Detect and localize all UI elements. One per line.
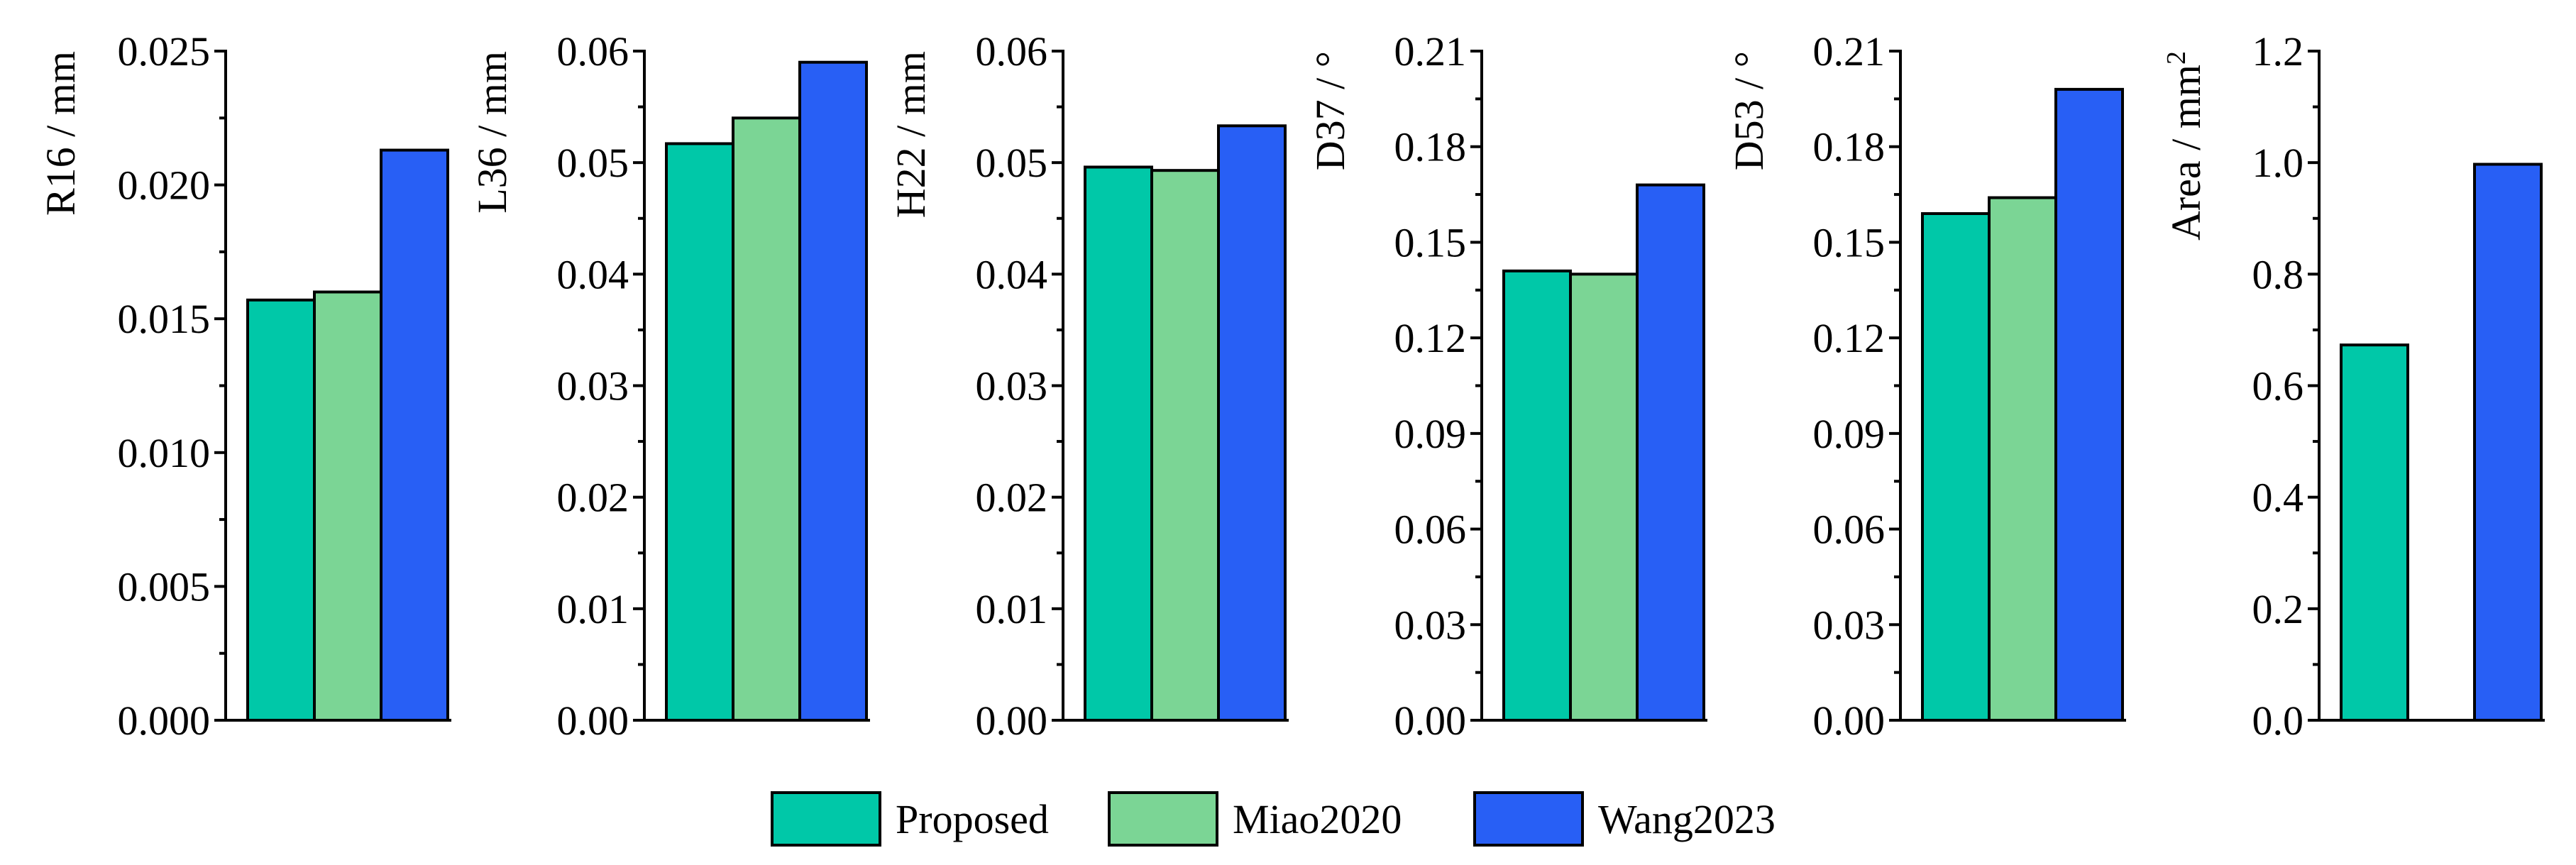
tick-label: 0.06 xyxy=(557,28,629,75)
bar-miao2020 xyxy=(1150,169,1220,722)
y-axis-title: Area / mm2 xyxy=(2162,51,2209,241)
panel-1: 0.000 0.005 0.010 0.015 0.020 0.025 R16 / mm xyxy=(38,28,451,744)
legend-label-proposed: Proposed xyxy=(896,796,1049,842)
tick-label: 0.020 xyxy=(118,162,211,209)
panel-6: 0.0 0.2 0.4 0.6 0.8 1.0 1.2 Area / mm2 xyxy=(2162,28,2545,744)
tick-label: 0.18 xyxy=(1394,124,1467,170)
tick-label: 0.2 xyxy=(2252,586,2304,632)
tick-label: 1.0 xyxy=(2252,140,2304,186)
legend-swatch-proposed xyxy=(771,791,881,847)
bar-proposed xyxy=(2340,343,2409,722)
tick-label: 0.00 xyxy=(557,698,629,744)
tick-label: 0.21 xyxy=(1394,28,1467,75)
y-axis-title-superscript: 2 xyxy=(2162,51,2191,65)
tick-label: 0.00 xyxy=(1394,698,1467,744)
bar-wang2023 xyxy=(798,60,868,722)
tick-label: 0.09 xyxy=(1813,411,1886,457)
bar-wang2023 xyxy=(2054,87,2124,722)
bar-proposed xyxy=(1502,269,1572,722)
legend: Proposed Miao2020 Wang2023 xyxy=(771,791,1776,847)
tick-label: 0.12 xyxy=(1394,315,1467,361)
tick-label: 0.02 xyxy=(976,475,1048,521)
y-axis-title: L36 / mm xyxy=(469,51,515,214)
tick-label: 0.00 xyxy=(976,698,1048,744)
tick-label: 0.09 xyxy=(1394,411,1467,457)
bar-proposed xyxy=(246,298,316,722)
tick-label: 0.06 xyxy=(1813,507,1886,553)
tick-label: 1.2 xyxy=(2252,28,2304,75)
bar-wang2023 xyxy=(1217,124,1287,722)
panel-2: 0.00 0.01 0.02 0.03 0.04 0.05 0.06 L36 / mm xyxy=(469,28,870,744)
bar-wang2023 xyxy=(380,148,449,722)
tick-label: 0.8 xyxy=(2252,251,2304,297)
panel-5: 0.00 0.03 0.06 0.09 0.12 0.15 0.18 0.21 D53 / ° xyxy=(1726,28,2126,744)
tick-label: 0.02 xyxy=(557,475,629,521)
tick-label: 0.010 xyxy=(118,430,211,476)
legend-swatch-wang2023 xyxy=(1473,791,1584,847)
tick-label: 0.015 xyxy=(118,296,211,342)
tick-label: 0.4 xyxy=(2252,475,2304,521)
bar-wang2023 xyxy=(2473,162,2543,722)
legend-label-miao2020: Miao2020 xyxy=(1233,796,1402,842)
y-axis-title: H22 / mm xyxy=(888,51,934,218)
bar-wang2023 xyxy=(1636,183,1705,722)
tick-label: 0.05 xyxy=(557,140,629,186)
tick-label: 0.03 xyxy=(557,363,629,409)
tick-label: 0.12 xyxy=(1813,315,1886,361)
tick-label: 0.21 xyxy=(1813,28,1886,75)
panel-4: 0.00 0.03 0.06 0.09 0.12 0.15 0.18 0.21 D37 / ° xyxy=(1307,28,1707,744)
bar-proposed xyxy=(1921,212,1991,722)
tick-label: 0.03 xyxy=(976,363,1048,409)
tick-label: 0.06 xyxy=(1394,507,1467,553)
tick-label: 0.0 xyxy=(2252,698,2304,744)
tick-label: 0.01 xyxy=(557,586,629,632)
tick-label: 0.04 xyxy=(557,251,629,297)
bar-proposed xyxy=(1084,165,1153,722)
tick-label: 0.000 xyxy=(118,698,211,744)
tick-label: 0.025 xyxy=(118,28,211,75)
bar-proposed xyxy=(665,142,734,722)
y-axis-title: D37 / ° xyxy=(1307,51,1353,170)
y-axis-title: D53 / ° xyxy=(1726,51,1772,170)
tick-label: 0.01 xyxy=(976,586,1048,632)
tick-label: 0.15 xyxy=(1394,219,1467,265)
bar-miao2020 xyxy=(1988,196,2057,722)
bar-miao2020 xyxy=(1569,272,1639,722)
tick-label: 0.04 xyxy=(976,251,1048,297)
y-axis-title: R16 / mm xyxy=(38,51,84,216)
panel-3: 0.00 0.01 0.02 0.03 0.04 0.05 0.06 H22 / mm xyxy=(888,28,1289,744)
tick-label: 0.18 xyxy=(1813,124,1886,170)
tick-label: 0.03 xyxy=(1394,602,1467,648)
tick-label: 0.005 xyxy=(118,563,211,610)
legend-label-wang2023: Wang2023 xyxy=(1598,796,1776,842)
bar-miao2020 xyxy=(732,116,801,722)
bar-miao2020 xyxy=(313,290,382,722)
tick-label: 0.03 xyxy=(1813,602,1886,648)
tick-label: 0.15 xyxy=(1813,219,1886,265)
tick-label: 0.05 xyxy=(976,140,1048,186)
tick-label: 0.6 xyxy=(2252,363,2304,409)
tick-label: 0.06 xyxy=(976,28,1048,75)
legend-swatch-miao2020 xyxy=(1108,791,1218,847)
tick-label: 0.00 xyxy=(1813,698,1886,744)
